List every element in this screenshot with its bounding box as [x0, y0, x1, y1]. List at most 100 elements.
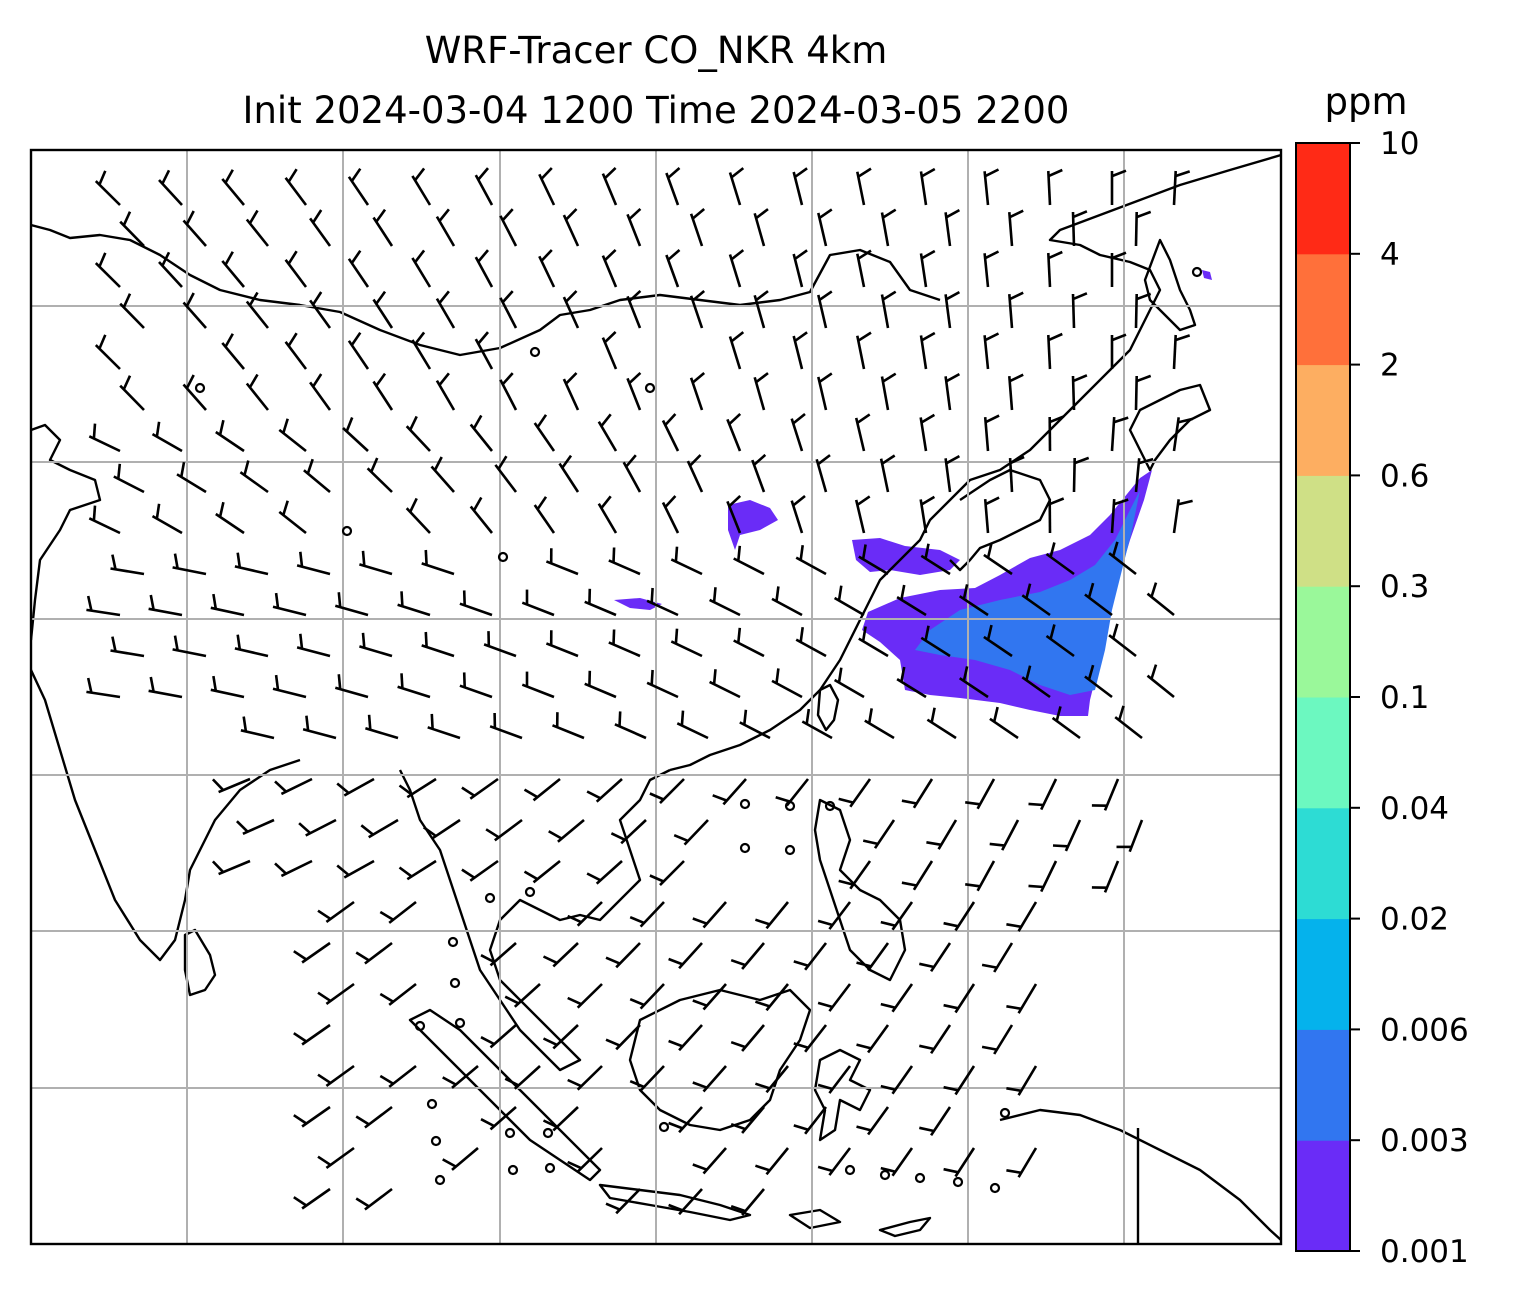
- colorbar-tick-label: 0.04: [1380, 791, 1449, 827]
- wind-barb-shaft: [552, 724, 585, 740]
- wind-barb-flag: [650, 587, 654, 603]
- wind-barb-shaft: [867, 1106, 890, 1136]
- wind-barb-flag: [317, 991, 332, 1002]
- wind-barb-flag: [799, 545, 804, 561]
- wind-barb-shaft: [753, 376, 766, 411]
- wind-barb-shaft: [365, 727, 399, 740]
- map-title-line1: WRF-Tracer CO_NKR 4km: [424, 29, 888, 72]
- wind-barb-flag: [985, 496, 1000, 506]
- wind-barb-flag: [472, 496, 483, 512]
- wind-barb-shaft: [343, 777, 375, 797]
- wind-barb-shaft: [828, 1147, 852, 1176]
- wind-barb-flag: [305, 715, 310, 731]
- wind-barb-shaft: [920, 554, 951, 576]
- wind-barb-shaft: [753, 212, 766, 247]
- wind-barb-flag: [480, 954, 495, 964]
- wind-barb-shaft: [119, 302, 145, 329]
- wind-barb-flag: [837, 585, 843, 601]
- wind-barb-shaft: [665, 254, 680, 288]
- calm-wind-circle: [414, 1020, 426, 1032]
- wind-barb-shaft: [937, 819, 958, 850]
- wind-barb-flag: [692, 1163, 708, 1171]
- wind-barb-flag: [962, 584, 969, 600]
- wind-barb-flag: [98, 252, 107, 268]
- wind-barb-flag: [235, 820, 249, 833]
- wind-barb-shaft: [733, 639, 765, 658]
- wind-barb-flag: [754, 1164, 771, 1172]
- wind-barb-flag: [862, 839, 879, 846]
- wind-barb-flag: [792, 412, 806, 425]
- wind-barb-flag: [317, 909, 332, 920]
- wind-barb-shaft: [521, 683, 555, 699]
- calm-wind-circle: [524, 886, 536, 898]
- wind-barb-flag: [603, 248, 617, 262]
- wind-barb-shaft: [1103, 778, 1120, 811]
- wind-barb-shaft: [1047, 334, 1052, 370]
- wind-barb-shaft: [94, 180, 121, 206]
- wind-barb-shaft: [239, 471, 269, 494]
- wind-barb-shaft: [954, 1147, 976, 1178]
- wind-barb-shaft: [728, 254, 742, 288]
- wind-barb-flag: [880, 1166, 896, 1173]
- wind-barb-flag: [1174, 170, 1191, 178]
- wind-barb-shaft: [427, 726, 461, 740]
- wind-barb-flag: [480, 1036, 495, 1046]
- wind-barb-flag: [1111, 333, 1127, 342]
- wind-barb-flag: [542, 1037, 558, 1047]
- wind-barb-shaft: [474, 174, 494, 206]
- wind-barb-shaft: [1172, 417, 1180, 452]
- wind-barb-flag: [442, 1158, 457, 1168]
- wind-barb-flag: [211, 778, 225, 792]
- wind-barb-flag: [375, 208, 387, 223]
- wind-barb-shaft: [626, 295, 642, 329]
- colorbar-tick-label: 0.006: [1380, 1012, 1469, 1048]
- wind-barb-flag: [818, 208, 833, 219]
- wind-barb-shaft: [489, 725, 523, 740]
- wind-barb-shaft: [597, 421, 618, 452]
- wind-barb-flag: [122, 211, 132, 226]
- wind-barb-shaft: [702, 1147, 727, 1175]
- wind-barb-flag: [375, 372, 387, 387]
- wind-barb-shaft: [765, 1065, 790, 1094]
- plume-east-speck: [1202, 270, 1212, 280]
- wind-barb-flag: [1111, 541, 1119, 557]
- wind-barb-flag: [817, 1083, 833, 1091]
- wind-barb-shaft: [342, 427, 369, 452]
- wind-barb-flag: [86, 595, 93, 611]
- coast-philippines: [813, 798, 907, 982]
- wind-barb-flag: [603, 166, 617, 180]
- wind-barb-flag: [1177, 417, 1193, 424]
- wind-barb-shaft: [521, 601, 555, 617]
- wind-barb-shaft: [513, 983, 541, 1008]
- wind-barb-flag: [1111, 251, 1127, 260]
- wind-barb-shaft: [513, 1065, 541, 1090]
- wind-barb-flag: [930, 707, 936, 723]
- wind-barb-shaft: [912, 778, 934, 809]
- wind-barb-shaft: [489, 1024, 517, 1049]
- wind-barb-shaft: [954, 1065, 976, 1096]
- wind-barb-shaft: [944, 376, 952, 411]
- wind-barb-flag: [355, 1115, 370, 1126]
- wind-barb-flag: [628, 371, 642, 385]
- wind-barb-shaft: [919, 171, 928, 206]
- wind-barb-flag: [1009, 209, 1024, 219]
- calm-wind-circle: [504, 1127, 516, 1139]
- wind-barb-shaft: [1134, 375, 1138, 411]
- wind-barb-flag: [567, 1160, 582, 1170]
- wind-barb-flag: [1006, 1169, 1022, 1175]
- wind-barb-flag: [856, 495, 871, 506]
- wind-barb-flag: [413, 167, 426, 182]
- wind-barb-shaft: [597, 503, 618, 534]
- wind-barb-shaft: [280, 859, 313, 878]
- wind-barb-shaft: [867, 1024, 890, 1054]
- wind-barb-flag: [185, 210, 195, 225]
- wind-barb-flag: [501, 208, 514, 222]
- wind-barb-flag: [567, 996, 582, 1006]
- wind-barb-flag: [586, 790, 602, 800]
- colorbar-segment: [1296, 364, 1350, 476]
- wind-barb-flag: [1136, 374, 1152, 383]
- wind-barb-shaft: [726, 500, 742, 534]
- wind-barb-flag: [1006, 1005, 1022, 1011]
- wind-barb-shaft: [815, 458, 828, 493]
